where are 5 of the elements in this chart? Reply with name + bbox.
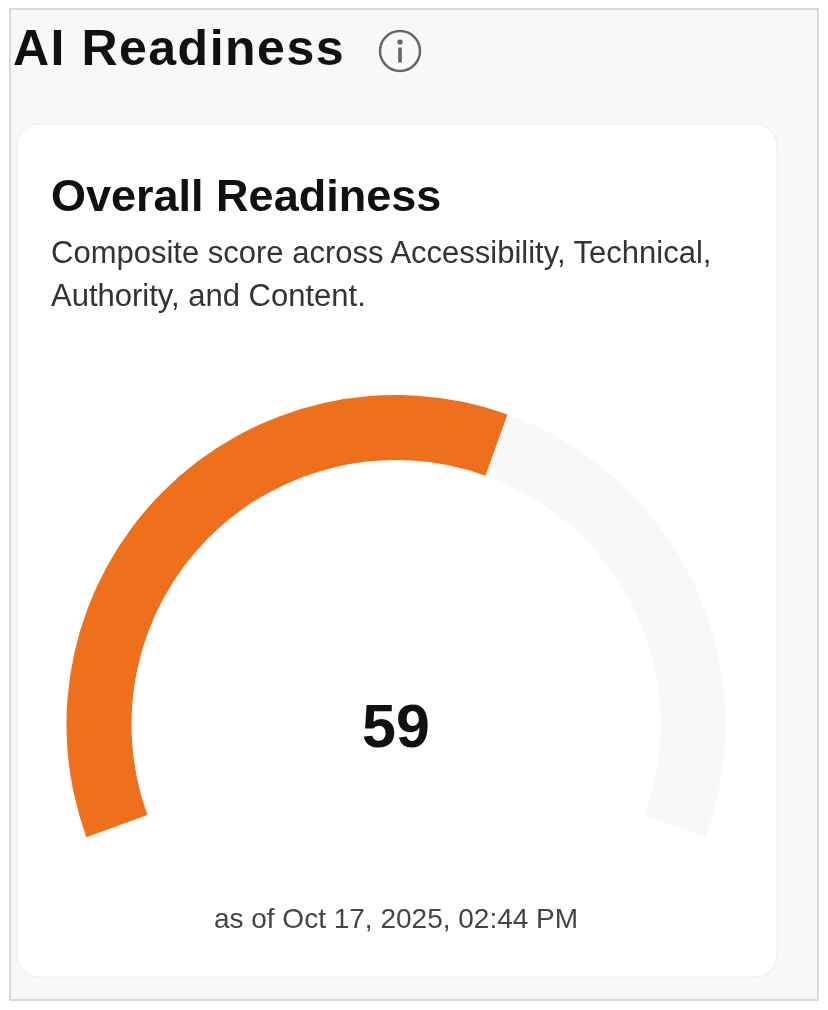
chart-subtitle: Composite score across Accessibility, Technical, Authority, and Content.: [51, 235, 712, 313]
chart-title: Overall Readiness: [51, 170, 442, 221]
text: 59: [362, 692, 430, 760]
text: AI Readiness: [13, 20, 346, 76]
text: as of Oct 17, 2025, 02:44 PM: [213, 903, 579, 934]
